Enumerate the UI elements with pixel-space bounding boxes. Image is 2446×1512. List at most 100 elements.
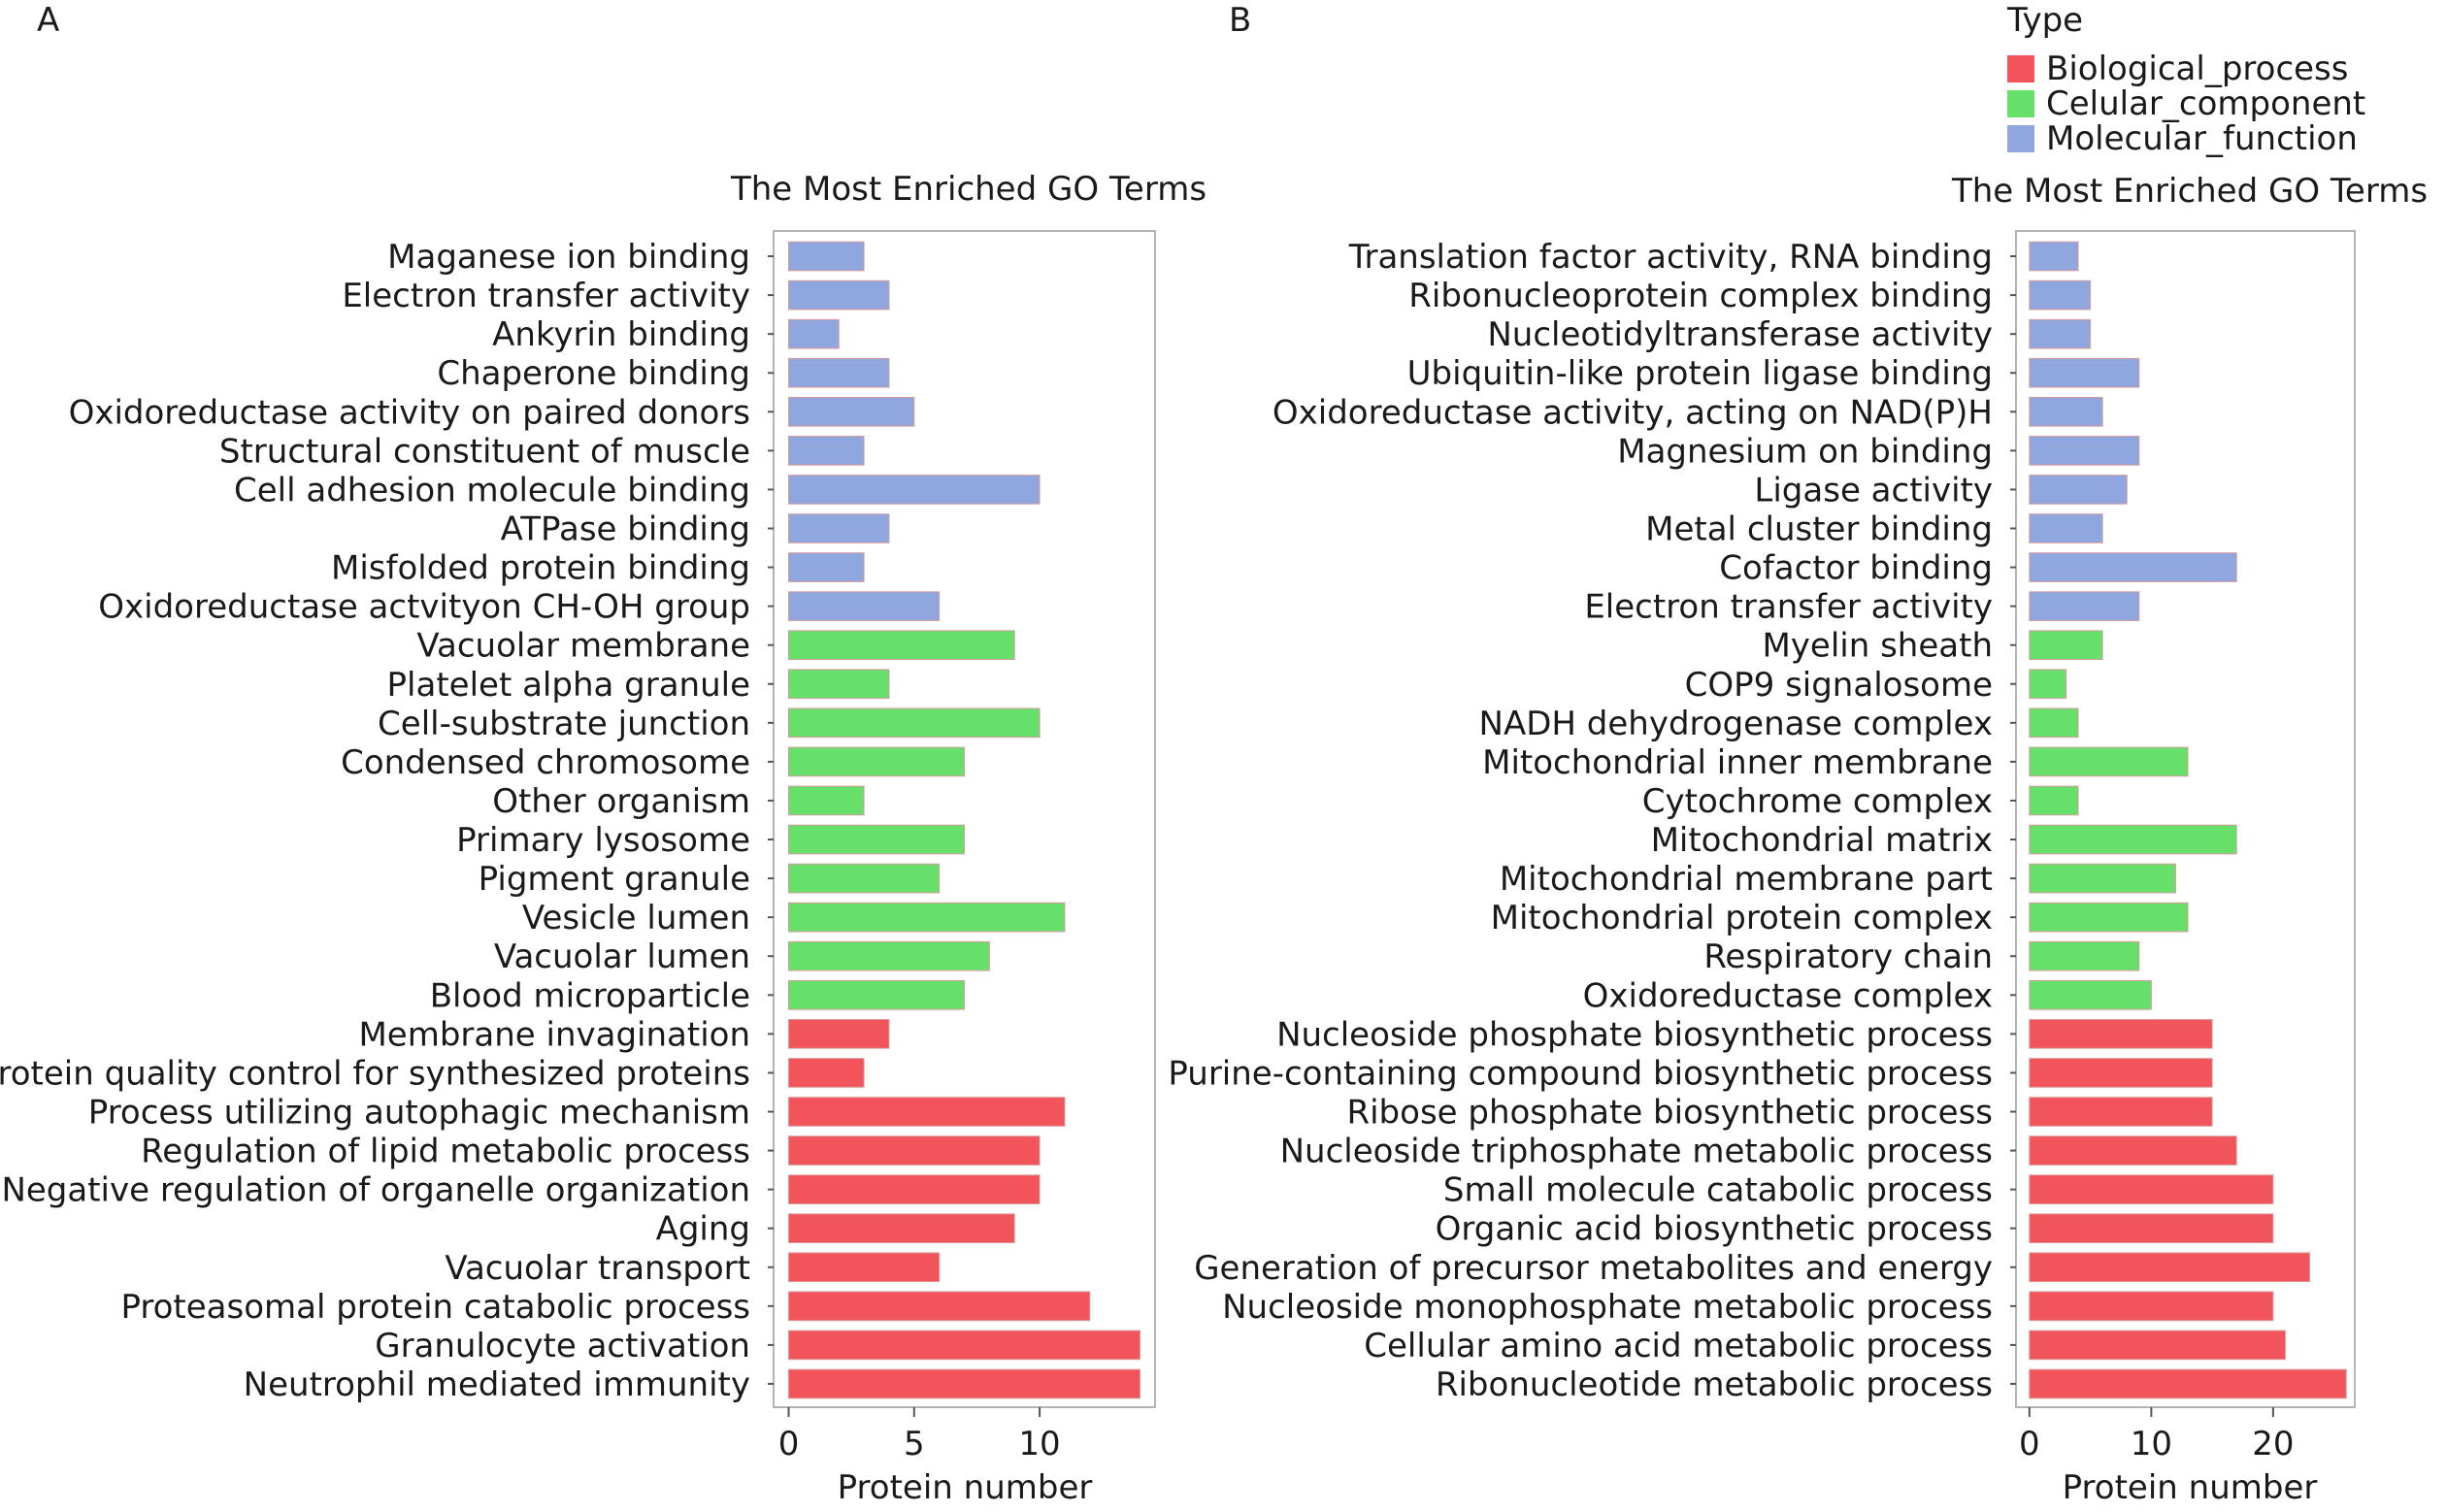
bar — [2029, 669, 2066, 700]
bar — [2029, 1097, 2213, 1127]
category-label: Purine-containing compound biosynthetic … — [1168, 1054, 1993, 1093]
category-label: Vacuolar transport — [445, 1249, 750, 1288]
bar — [2029, 707, 2079, 739]
bar — [788, 746, 966, 777]
category-label: Electron transfer activity — [1584, 588, 1993, 627]
category-label: Vesicle lumen — [522, 899, 750, 937]
category-label: Cytochrome complex — [1642, 782, 1993, 821]
bar — [2029, 241, 2079, 272]
panel-b-x-axis-label: Protein number — [2063, 1468, 2318, 1507]
category-label: Maganese ion binding — [387, 238, 750, 277]
bar — [788, 902, 1066, 933]
category-label: Electron transfer activity — [342, 277, 750, 315]
legend-label-molecular-function: Molecular_function — [2046, 119, 2358, 158]
legend-swatch-cellular-component — [2007, 90, 2034, 117]
bar — [2029, 979, 2152, 1010]
category-label: Other organism — [492, 782, 750, 821]
category-label: ATPase binding — [501, 510, 750, 549]
category-label: Nucleoside monophosphate metabolic proce… — [1222, 1288, 1993, 1327]
category-label: NADH dehydrogenase complex — [1479, 705, 1993, 743]
bar — [788, 1330, 1140, 1361]
legend-label-cellular-component: Celular_component — [2046, 84, 2365, 123]
category-label: Translation factor activity, RNA binding — [1348, 238, 1993, 277]
panel-b-plot-frame — [2015, 230, 2356, 1408]
bar — [2029, 1252, 2311, 1283]
category-label: Vacuolar lumen — [494, 937, 750, 976]
bar — [2029, 940, 2140, 971]
bar — [788, 1213, 1015, 1244]
category-label: COP9 signalosome — [1685, 666, 1993, 705]
bar — [788, 475, 1041, 505]
category-label: Myelin sheath — [1762, 627, 1993, 666]
x-tick-label: 0 — [778, 1425, 800, 1463]
panel-a-bars — [768, 241, 1140, 1399]
bar — [2029, 630, 2103, 661]
category-label: Ankyrin binding — [492, 315, 750, 354]
bar — [2029, 436, 2140, 466]
bar — [2029, 552, 2237, 582]
category-label: Ubiquitin-like protein ligase binding — [1407, 354, 1993, 393]
category-label: Cell-substrate junction — [378, 705, 750, 743]
category-label: Magnesium on binding — [1617, 432, 1993, 471]
bar — [788, 357, 890, 388]
bar — [2029, 513, 2103, 543]
category-label: Neutrophil mediated immunity — [244, 1365, 750, 1404]
category-label: Misfolded protein binding — [331, 549, 750, 588]
bar — [2029, 1058, 2213, 1088]
legend: Type Biological_process Celular_componen… — [2006, 1, 2365, 158]
panel-a-title: The Most Enriched GO Terms — [730, 170, 1206, 209]
bar — [788, 979, 966, 1010]
bar — [788, 1252, 941, 1283]
category-label: Oxidoreductase activity, acting on NAD(P… — [1273, 393, 1993, 432]
bar — [2029, 1330, 2286, 1361]
bar — [788, 940, 990, 971]
category-label: Oxidoreductase complex — [1583, 976, 1993, 1015]
bar — [788, 1097, 1066, 1127]
bar — [2029, 1368, 2347, 1399]
bar — [2029, 1213, 2274, 1244]
category-label: Cellular amino acid metabolic process — [1364, 1327, 1993, 1365]
category-label: Mitochondrial membrane part — [1500, 860, 1993, 899]
x-tick-label: 10 — [1018, 1425, 1060, 1463]
category-label: Nucleoside triphosphate metabolic proces… — [1280, 1133, 1993, 1171]
bar — [788, 591, 941, 621]
panel-a-chart: The Most Enriched GO Terms Maganese ion … — [0, 170, 1206, 1507]
bar — [2029, 863, 2176, 894]
category-label: Ligase activity — [1754, 471, 1993, 509]
bar — [788, 863, 941, 894]
category-label: Ribonucleoprotein complex binding — [1408, 277, 1993, 315]
category-label: Aging — [656, 1210, 750, 1249]
category-label: Mitochondrial protein complex — [1491, 899, 1993, 937]
bar — [788, 1174, 1041, 1204]
bar — [2029, 746, 2189, 777]
category-label: Platelet alpha granule — [387, 666, 750, 705]
category-label: Generation of precursor metabolites and … — [1194, 1249, 1993, 1288]
panel-b-title: The Most Enriched GO Terms — [1951, 172, 2428, 211]
bar — [788, 824, 966, 855]
category-label: Process utilizing autophagic mechanism — [88, 1094, 750, 1133]
bar — [2029, 824, 2237, 855]
category-label: Negative regulation of organelle organiz… — [1, 1171, 750, 1210]
panel-b-x-ticks: 0 10 20 — [2019, 1407, 2295, 1463]
panel-b-category-labels: Translation factor activity, RNA binding… — [1168, 238, 1993, 1404]
bar — [2029, 1291, 2274, 1322]
panel-label-b: B — [1229, 1, 1251, 40]
category-label: Oxidoreductase actvityon CH-OH group — [98, 588, 750, 627]
legend-title: Type — [2006, 1, 2083, 40]
bar — [788, 1291, 1091, 1322]
category-label: Proteasomal protein catabolic process — [120, 1288, 750, 1327]
bar — [2029, 357, 2140, 388]
panel-label-a: A — [37, 1, 59, 40]
panel-a-x-axis-label: Protein number — [838, 1468, 1093, 1507]
bar — [788, 1368, 1140, 1399]
category-label: Regulation of lipid metabolic process — [141, 1133, 750, 1171]
bar — [788, 513, 890, 543]
bar — [788, 630, 1015, 661]
category-label: Mitochondrial inner membrane — [1482, 743, 1993, 782]
category-label: Oxidoreductase activity on paired donors — [69, 393, 750, 432]
bar — [2029, 785, 2079, 816]
category-label: Small molecule catabolic process — [1443, 1171, 1993, 1210]
category-label: Ribose phosphate biosynthetic process — [1346, 1094, 1993, 1133]
